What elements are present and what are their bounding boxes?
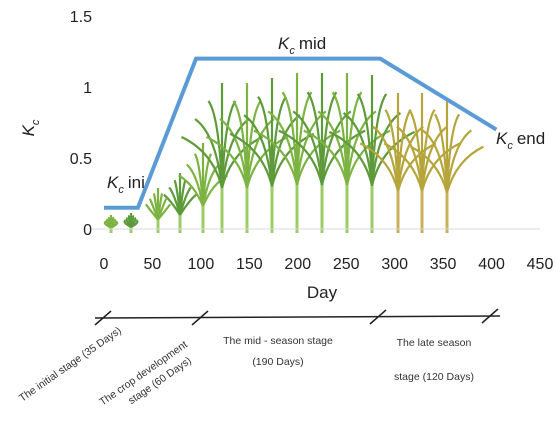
plant-leaf xyxy=(220,136,263,189)
stage-label: stage (120 Days) xyxy=(394,371,474,383)
y-axis-label: Kc xyxy=(19,119,42,136)
x-tick-label: 400 xyxy=(478,256,505,273)
x-tick-label: 200 xyxy=(284,256,311,273)
x-tick-label: 300 xyxy=(381,256,408,273)
plant-leaf xyxy=(370,112,402,186)
y-tick-label: 0 xyxy=(83,222,92,239)
x-tick-label: 0 xyxy=(100,256,109,273)
x-tick-label: 50 xyxy=(144,256,162,273)
timeline-tick xyxy=(94,310,112,326)
annotation-subscript: c xyxy=(507,140,513,152)
timeline-tick xyxy=(481,308,499,324)
plant-leaf xyxy=(445,145,484,193)
plant-leaf xyxy=(278,129,324,186)
plant-leaf xyxy=(396,109,412,192)
stage-label: The mid - season stage xyxy=(223,335,333,347)
plant-leaf xyxy=(420,142,461,192)
plant-leaf xyxy=(270,95,287,187)
kc-line xyxy=(104,56,498,210)
plant-leaf xyxy=(245,118,275,189)
plant-leaf xyxy=(245,100,262,189)
annotation-subscript: c xyxy=(289,45,295,57)
annotation-symbol: K xyxy=(496,129,508,148)
annotation: Kc end xyxy=(496,129,545,152)
plant-leaf xyxy=(445,129,472,193)
annotation-label: mid xyxy=(299,34,326,53)
annotation-symbol: K xyxy=(107,173,119,192)
plant-leaf xyxy=(303,129,349,186)
y-label-symbol: K xyxy=(19,124,38,136)
x-tick-label: 450 xyxy=(527,256,554,273)
timeline xyxy=(94,315,501,319)
plant-leaf xyxy=(179,193,197,216)
plant-leaf xyxy=(110,220,119,229)
annotation-label: ini xyxy=(128,173,145,192)
plant-leaf xyxy=(229,132,274,187)
y-tick-label: 1 xyxy=(83,80,92,97)
timeline-tick xyxy=(191,310,209,326)
plant-leaf xyxy=(370,93,388,186)
stage-label: The late season xyxy=(397,337,472,349)
plant-leaf xyxy=(220,100,237,189)
plant-illustrations xyxy=(103,73,484,233)
plant-leaf xyxy=(220,118,250,189)
annotation: Kc mid xyxy=(278,34,326,57)
y-tick-label: 1.5 xyxy=(70,9,92,26)
plant-leaf xyxy=(181,136,224,189)
plant-leaf xyxy=(370,130,416,186)
plant-leaf xyxy=(420,109,436,192)
annotation-subscript: c xyxy=(118,184,124,196)
annotation-label: end xyxy=(517,129,545,148)
x-tick-label: 350 xyxy=(430,256,457,273)
annotation-symbol: K xyxy=(278,34,290,53)
plant-leaf xyxy=(420,125,448,192)
plant-leaf xyxy=(396,125,424,192)
x-tick-label: 100 xyxy=(188,256,215,273)
x-axis-label: Day xyxy=(307,283,338,302)
plant-leaf xyxy=(157,203,172,221)
plant-leaf xyxy=(206,136,249,189)
plant-leaf xyxy=(253,129,299,186)
y-label-subscript: c xyxy=(30,119,42,125)
x-tick-label: 150 xyxy=(236,256,263,273)
plant-leaf xyxy=(396,142,437,192)
plant-leaf xyxy=(130,219,139,228)
x-tick-label: 250 xyxy=(333,256,360,273)
plant-leaf xyxy=(328,130,374,186)
y-tick-label: 0.5 xyxy=(70,151,92,168)
stage-label: (190 Days) xyxy=(252,356,303,368)
plant-leaf xyxy=(201,163,220,207)
timeline-tick xyxy=(369,309,387,325)
annotation: Kc ini xyxy=(107,173,145,196)
